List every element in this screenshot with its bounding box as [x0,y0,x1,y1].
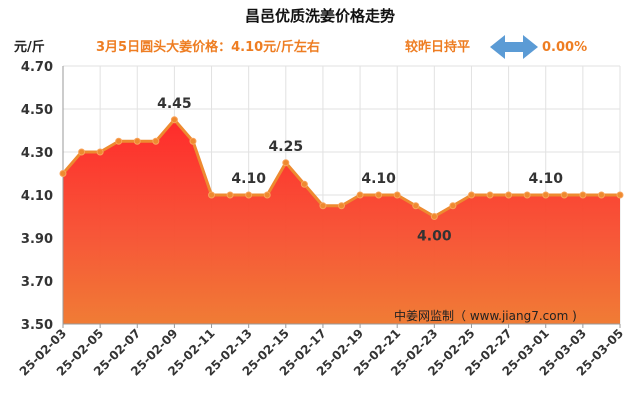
data-label: 4.10 [361,171,396,187]
price-area-fill [63,119,620,324]
change-value: 0.00% [542,40,587,55]
data-annotations: 4.454.104.254.104.004.10 [157,96,563,245]
data-point [226,191,234,199]
data-point [412,202,420,210]
data-point [486,191,494,199]
y-tick-label: 3.70 [21,275,53,290]
y-tick-label: 3.50 [21,318,53,333]
y-tick-label: 4.50 [21,103,53,118]
data-point [78,148,86,156]
data-points [59,116,624,220]
data-point [597,191,605,199]
data-point [505,191,513,199]
data-point [59,170,67,177]
watermark: 中姜网监制（ www.jiang7.com ) [394,308,577,323]
compare-label: 较昨日持平 [405,39,470,55]
data-point [449,202,457,210]
data-point [282,159,290,167]
data-point [523,191,531,199]
y-tick-label: 4.30 [21,146,53,161]
data-label: 4.00 [417,229,452,245]
y-tick-labels: 3.50 3.70 3.90 4.10 4.30 4.50 4.70 [21,60,53,333]
data-point [467,191,475,199]
data-point [170,116,178,124]
data-point [579,191,587,199]
data-point [319,202,327,210]
data-point [356,191,364,199]
data-point [152,137,160,145]
data-point [189,137,197,145]
y-tick-label: 4.70 [21,60,53,75]
data-point [133,137,141,145]
data-point [542,191,550,199]
y-tick-label: 4.10 [21,189,53,204]
chart-title: 昌邑优质洗姜价格走势 [245,7,395,25]
data-point [393,191,401,199]
data-point [560,191,568,199]
x-tick-labels: 25-02-0325-02-0525-02-0725-02-0925-02-11… [17,326,626,378]
data-point [430,213,438,220]
data-point [338,202,345,210]
data-label: 4.10 [231,171,266,187]
axes [62,66,621,328]
data-point [208,191,216,199]
data-point [96,148,104,156]
data-label: 4.10 [528,171,563,187]
y-unit-label: 元/斤 [14,39,45,55]
data-point [375,191,383,199]
data-label: 4.45 [157,96,192,112]
data-point [245,191,253,199]
data-point [115,137,123,145]
data-point [263,191,271,199]
double-arrow-icon [490,35,538,59]
data-point [616,191,624,199]
y-tick-label: 3.90 [21,232,53,247]
price-subtitle: 3月5日圆头大姜价格：4.10元/斤左右 [96,39,320,55]
data-point [300,180,308,188]
data-label: 4.25 [269,139,304,155]
